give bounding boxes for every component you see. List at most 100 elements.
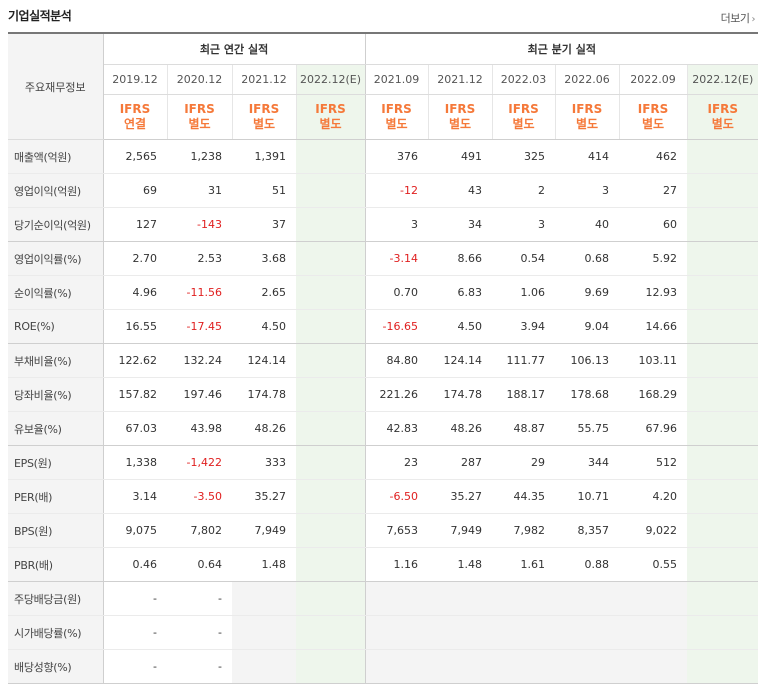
- row-label: 배당성향(%): [8, 649, 104, 684]
- table-cell: 1,238: [167, 139, 232, 174]
- table-cell: 7,949: [428, 513, 493, 548]
- table-cell: 174.78: [428, 377, 493, 412]
- table-cell: 325: [492, 139, 556, 174]
- row-label: 순이익률(%): [8, 275, 104, 310]
- accounting-standard: IFRS 별도: [295, 94, 366, 140]
- table-row: 시가배당률(%) - -: [8, 615, 759, 650]
- table-cell: [365, 615, 429, 650]
- table-cell: 2.70: [103, 241, 167, 276]
- row-label: 영업이익(억원): [8, 173, 104, 208]
- row-label: EPS(원): [8, 445, 104, 480]
- table-cell: 7,949: [232, 513, 296, 548]
- table-cell: 344: [555, 445, 620, 480]
- more-link[interactable]: 더보기 ›: [721, 10, 756, 26]
- table-cell: 31: [167, 173, 232, 208]
- accounting-basis: 별도: [711, 117, 734, 131]
- table-cell: 55.75: [555, 411, 620, 446]
- table-cell: 23: [365, 445, 429, 480]
- table-cell: -6.50: [365, 479, 429, 514]
- table-cell: [492, 649, 556, 684]
- table-cell: 376: [365, 139, 429, 174]
- table-cell: 48.26: [428, 411, 493, 446]
- table-row: 순이익률(%) 4.96 -11.56 2.65 0.70 6.83 1.06 9.69 12.…: [8, 275, 759, 310]
- table-cell: 4.50: [428, 309, 493, 344]
- table-cell: -3.50: [167, 479, 232, 514]
- table-cell: 103.11: [619, 343, 688, 378]
- row-label: PBR(배): [8, 547, 104, 582]
- table-cell: 43: [428, 173, 493, 208]
- table-cell: 174.78: [232, 377, 296, 412]
- table-cell: 414: [555, 139, 620, 174]
- table-cell: [296, 207, 366, 242]
- accounting-standard-name: IFRS: [637, 102, 669, 116]
- accounting-basis: 별도: [448, 117, 472, 131]
- period-header: 2022.12(E): [295, 64, 366, 95]
- table-cell: 9,022: [619, 513, 688, 548]
- table-cell: 27: [619, 173, 688, 208]
- table-cell: [296, 241, 366, 276]
- table-cell: 9.04: [555, 309, 620, 344]
- accounting-standard-name: IFRS: [444, 102, 476, 116]
- table-cell: 1.16: [365, 547, 429, 582]
- table-row: 당기순이익(억원) 127 -143 37 3 34 3 40 60: [8, 207, 759, 242]
- period-header: 2022.03: [491, 64, 556, 95]
- table-row: 주당배당금(원) - -: [8, 581, 759, 616]
- table-cell: 42.83: [365, 411, 429, 446]
- table-cell: 124.14: [232, 343, 296, 378]
- table-cell: [687, 343, 759, 378]
- table-cell: [428, 649, 493, 684]
- table-cell: [492, 615, 556, 650]
- row-label: 당좌비율(%): [8, 377, 104, 412]
- table-row: 유보율(%) 67.03 43.98 48.26 42.83 48.26 48.87 55.7…: [8, 411, 759, 446]
- accounting-standard-name: IFRS: [707, 102, 739, 116]
- table-cell: [296, 173, 366, 208]
- table-cell: 37: [232, 207, 296, 242]
- table-cell: [687, 513, 759, 548]
- table-cell: -: [167, 615, 232, 650]
- table-cell: -16.65: [365, 309, 429, 344]
- table-row: BPS(원) 9,075 7,802 7,949 7,653 7,949 7,982 8,35…: [8, 513, 759, 548]
- table-cell: [296, 649, 366, 684]
- table-cell: 462: [619, 139, 688, 174]
- table-cell: 221.26: [365, 377, 429, 412]
- table-cell: 43.98: [167, 411, 232, 446]
- row-label: 시가배당률(%): [8, 615, 104, 650]
- table-cell: 106.13: [555, 343, 620, 378]
- table-cell: 35.27: [232, 479, 296, 514]
- table-cell: [687, 377, 759, 412]
- table-cell: [296, 547, 366, 582]
- table-cell: [296, 445, 366, 480]
- accounting-standard-name: IFRS: [508, 102, 539, 116]
- table-cell: [687, 275, 759, 310]
- table-cell: [555, 615, 620, 650]
- table-cell: -: [103, 581, 167, 616]
- table-cell: 69: [103, 173, 167, 208]
- table-cell: [428, 581, 493, 616]
- table-row: 영업이익률(%) 2.70 2.53 3.68 -3.14 8.66 0.54 0.68 5.9…: [8, 241, 759, 276]
- table-cell: 48.87: [492, 411, 556, 446]
- table-cell: 0.70: [365, 275, 429, 310]
- table-cell: [232, 581, 296, 616]
- table-cell: [232, 649, 296, 684]
- period-header: 2022.09: [618, 64, 688, 95]
- accounting-standard: IFRS 별도: [618, 94, 688, 140]
- table-cell: [555, 581, 620, 616]
- table-cell: 1.06: [492, 275, 556, 310]
- table-cell: 48.26: [232, 411, 296, 446]
- table-cell: [296, 309, 366, 344]
- row-label: ROE(%): [8, 309, 104, 344]
- table-cell: 491: [428, 139, 493, 174]
- table-cell: 8.66: [428, 241, 493, 276]
- financial-summary-panel: 기업실적분석 더보기 › 주요재무정보 최근 연간 실적 최근 분기 실적 201…: [8, 9, 759, 684]
- table-row: 영업이익(억원) 69 31 51 -12 43 2 3 27: [8, 173, 759, 208]
- table-cell: 7,653: [365, 513, 429, 548]
- table-cell: 178.68: [555, 377, 620, 412]
- table-cell: 4.50: [232, 309, 296, 344]
- table-cell: 111.77: [492, 343, 556, 378]
- row-label: PER(배): [8, 479, 104, 514]
- table-cell: 122.62: [103, 343, 167, 378]
- table-cell: [296, 411, 366, 446]
- table-cell: [687, 139, 759, 174]
- table-cell: 4.96: [103, 275, 167, 310]
- accounting-standard: IFRS 별도: [491, 94, 556, 140]
